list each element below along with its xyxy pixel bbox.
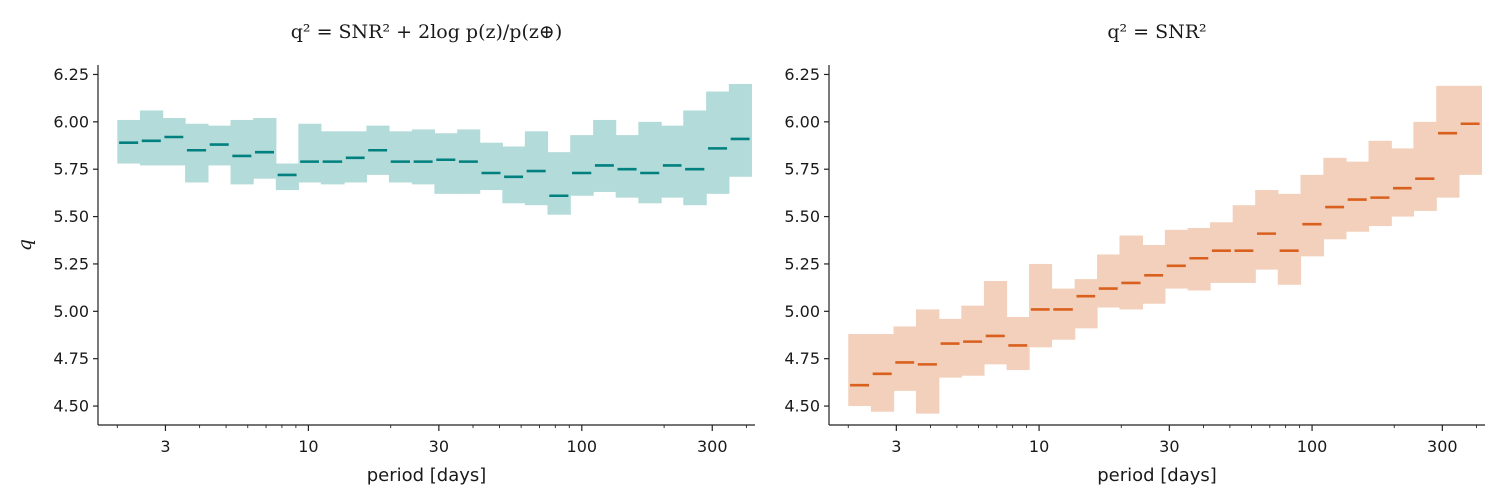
band-bin-12 xyxy=(1119,235,1143,310)
band-bin-20 xyxy=(1300,174,1324,257)
band-bin-18 xyxy=(1255,190,1279,270)
median-lines xyxy=(119,135,750,198)
chart-title: q² = SNR² xyxy=(1107,21,1206,43)
y-tick-label: 6.25 xyxy=(784,65,820,84)
median-lines xyxy=(850,122,1480,387)
band-bin-1 xyxy=(139,110,164,166)
x-tick-label: 10 xyxy=(1029,437,1049,456)
x-tick-label: 30 xyxy=(429,437,449,456)
band-bin-8 xyxy=(298,123,322,183)
band-bin-11 xyxy=(1097,254,1121,308)
x-axis-label: period [days] xyxy=(1097,465,1217,486)
x-tick-label: 300 xyxy=(1427,437,1458,456)
band-bin-9 xyxy=(1051,288,1076,340)
band-bin-23 xyxy=(638,121,662,204)
y-tick-label: 5.00 xyxy=(784,302,820,321)
band-bin-27 xyxy=(1458,85,1482,175)
chart-panel-left: 4.50 4.75 5.00 5.25 5.50 5.75 6.00 6.25 3 10 30 100… xyxy=(14,21,755,486)
band-bin-20 xyxy=(570,135,594,196)
band-bin-12 xyxy=(388,131,413,183)
x-axis-label: period [days] xyxy=(367,465,487,486)
y-axis-label: q xyxy=(14,239,36,251)
band-bin-4 xyxy=(938,318,962,378)
band-bin-17 xyxy=(1232,205,1256,283)
y-tick-label: 4.75 xyxy=(784,349,820,368)
band-bin-8 xyxy=(1029,263,1053,348)
x-tick-label: 300 xyxy=(697,437,728,456)
band-bin-23 xyxy=(1368,140,1392,227)
band-bin-21 xyxy=(593,119,617,192)
y-tick-label: 5.75 xyxy=(53,160,89,179)
band-bin-2 xyxy=(893,326,917,391)
x-tick-label: 10 xyxy=(298,437,318,456)
x-tick-label: 100 xyxy=(567,437,598,456)
band-bin-26 xyxy=(706,91,730,194)
band-bin-26 xyxy=(1436,85,1460,198)
band-bin-5 xyxy=(230,119,254,185)
band-bin-24 xyxy=(1391,148,1414,217)
band-bin-16 xyxy=(1210,222,1234,283)
x-tick-label: 100 xyxy=(1297,437,1328,456)
x-tick-label: 3 xyxy=(891,437,901,456)
band-bin-19 xyxy=(547,152,571,215)
band-bin-3 xyxy=(915,309,940,414)
y-tick-label: 4.50 xyxy=(784,397,820,416)
y-tick-label: 6.25 xyxy=(53,65,89,84)
chart-title: q² = SNR² + 2log p(z)/p(z⊕) xyxy=(291,21,562,43)
x-tick-label: 3 xyxy=(160,437,170,456)
y-tick-label: 5.25 xyxy=(784,254,820,273)
y-tick-label: 5.25 xyxy=(53,254,89,273)
band-bin-21 xyxy=(1323,157,1347,240)
band-bin-22 xyxy=(615,135,639,198)
band-bin-13 xyxy=(411,129,436,185)
band-bin-6 xyxy=(253,118,277,179)
x-minor-ticks xyxy=(847,425,1477,428)
x-minor-ticks xyxy=(116,425,747,428)
band-bin-25 xyxy=(1413,121,1437,211)
band-bin-6 xyxy=(983,281,1008,365)
band-bin-19 xyxy=(1277,193,1302,285)
y-tick-label: 5.50 xyxy=(53,207,89,226)
y-tick-label: 5.50 xyxy=(784,207,820,226)
chart-panel-right: 4.50 4.75 5.00 5.25 5.50 5.75 6.00 6.25 3 10 30 100… xyxy=(784,21,1485,486)
band-bin-18 xyxy=(524,131,549,206)
band-bin-24 xyxy=(661,125,684,198)
band-bin-2 xyxy=(162,118,186,166)
y-tick-label: 5.00 xyxy=(53,302,89,321)
band-bin-10 xyxy=(1074,279,1098,329)
band-bin-17 xyxy=(502,146,526,204)
band-bin-27 xyxy=(728,83,752,177)
y-tick-label: 4.50 xyxy=(53,397,89,416)
uncertainty-bands xyxy=(848,85,1482,414)
band-bin-14 xyxy=(434,133,458,194)
y-tick-label: 6.00 xyxy=(784,112,820,131)
y-tick-label: 6.00 xyxy=(53,112,89,131)
band-bin-0 xyxy=(848,334,872,407)
uncertainty-bands xyxy=(117,83,752,215)
band-bin-14 xyxy=(1164,229,1189,289)
band-bin-7 xyxy=(275,163,299,191)
y-tick-label: 4.75 xyxy=(53,349,89,368)
band-bin-25 xyxy=(683,110,707,206)
band-bin-9 xyxy=(320,131,345,185)
band-bin-16 xyxy=(479,142,503,191)
y-tick-label: 5.75 xyxy=(784,160,820,179)
band-bin-3 xyxy=(185,123,209,183)
band-bin-7 xyxy=(1006,317,1030,371)
x-tick-label: 30 xyxy=(1159,437,1179,456)
band-bin-22 xyxy=(1345,161,1370,232)
